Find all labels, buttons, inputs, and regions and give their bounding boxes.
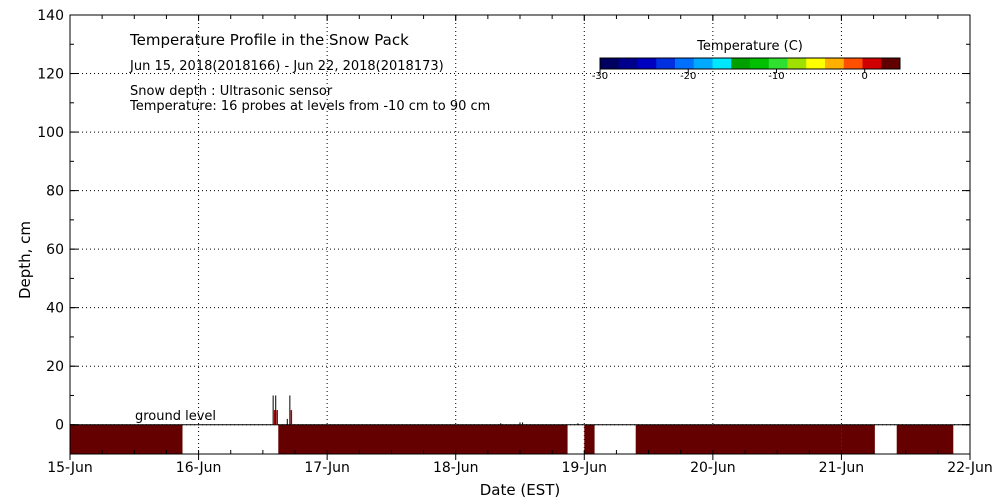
y-tick-label: 20 [46, 359, 64, 375]
colorbar-swatch [843, 58, 863, 69]
x-tick-labels: 15-Jun 16-Jun 17-Jun 18-Jun 19-Jun 20-Jun 21-J… [47, 460, 993, 476]
y-tick-label: 40 [46, 301, 64, 317]
x-tick-label: 15-Jun [47, 460, 93, 476]
colorbar-swatch [618, 58, 638, 69]
note-snow-depth: Snow depth : Ultrasonic sensor [130, 84, 333, 99]
chart-subtitle: Jun 15, 2018(2018166) - Jun 22, 2018(201… [129, 59, 444, 74]
colorbar-swatch [806, 58, 826, 69]
colorbar [599, 57, 901, 73]
ground-level-label: ground level [135, 409, 216, 424]
colorbar-tick-label: -20 [680, 71, 696, 82]
y-tick-label: 100 [37, 125, 64, 141]
x-tick-label: 20-Jun [690, 460, 736, 476]
colorbar-swatch [862, 58, 882, 69]
colorbar-tick-labels: -30 -20 -10 0 [592, 71, 868, 82]
snow-depth-spikes [272, 395, 579, 425]
colorbar-swatch [768, 58, 788, 69]
ground-temperature-segment [841, 424, 875, 454]
chart-title: Temperature Profile in the Snow Pack [129, 31, 409, 49]
x-tick-label: 22-Jun [947, 460, 993, 476]
colorbar-swatch [712, 58, 732, 69]
colorbar-frame [599, 57, 901, 70]
ground-temperature-segment [896, 424, 954, 454]
y-tick-labels: 0 20 40 60 80 100 120 140 [37, 8, 64, 434]
colorbar-tick-label: 0 [862, 71, 868, 82]
colorbar-swatch [600, 58, 620, 69]
x-tick-label: 18-Jun [433, 460, 479, 476]
y-tick-label: 80 [46, 184, 64, 200]
colorbar-swatch [787, 58, 807, 69]
ground-temperature-segment [584, 424, 595, 454]
x-tick-label: 16-Jun [176, 460, 222, 476]
colorbar-swatch [881, 58, 901, 69]
colorbar-swatch [731, 58, 751, 69]
ground-temperature-segment [70, 424, 183, 454]
colorbar-swatch [656, 58, 676, 69]
ground-temperature-layer [70, 424, 970, 454]
note-temperature: Temperature: 16 probes at levels from -1… [129, 99, 490, 114]
x-tick-label: 17-Jun [304, 460, 350, 476]
y-axis-label: Depth, cm [16, 221, 34, 299]
y-tick-label: 60 [46, 242, 64, 258]
y-tick-label: 0 [55, 418, 64, 434]
ground-temperature-segment [635, 424, 842, 454]
colorbar-swatch [675, 58, 695, 69]
colorbar-swatch [693, 58, 713, 69]
ground-temperature-segment [278, 424, 568, 454]
x-tick-label: 21-Jun [819, 460, 865, 476]
x-tick-label: 19-Jun [562, 460, 608, 476]
colorbar-tick-label: -30 [592, 71, 608, 82]
colorbar-swatch [637, 58, 657, 69]
y-tick-label: 120 [37, 67, 64, 83]
colorbar-tick-label: -10 [768, 71, 784, 82]
y-tick-label: 140 [37, 8, 64, 24]
x-axis-label: Date (EST) [480, 481, 561, 499]
colorbar-title: Temperature (C) [696, 39, 803, 54]
colorbar-swatch [825, 58, 845, 69]
axis-ticks [69, 14, 971, 460]
colorbar-swatch [750, 58, 770, 69]
